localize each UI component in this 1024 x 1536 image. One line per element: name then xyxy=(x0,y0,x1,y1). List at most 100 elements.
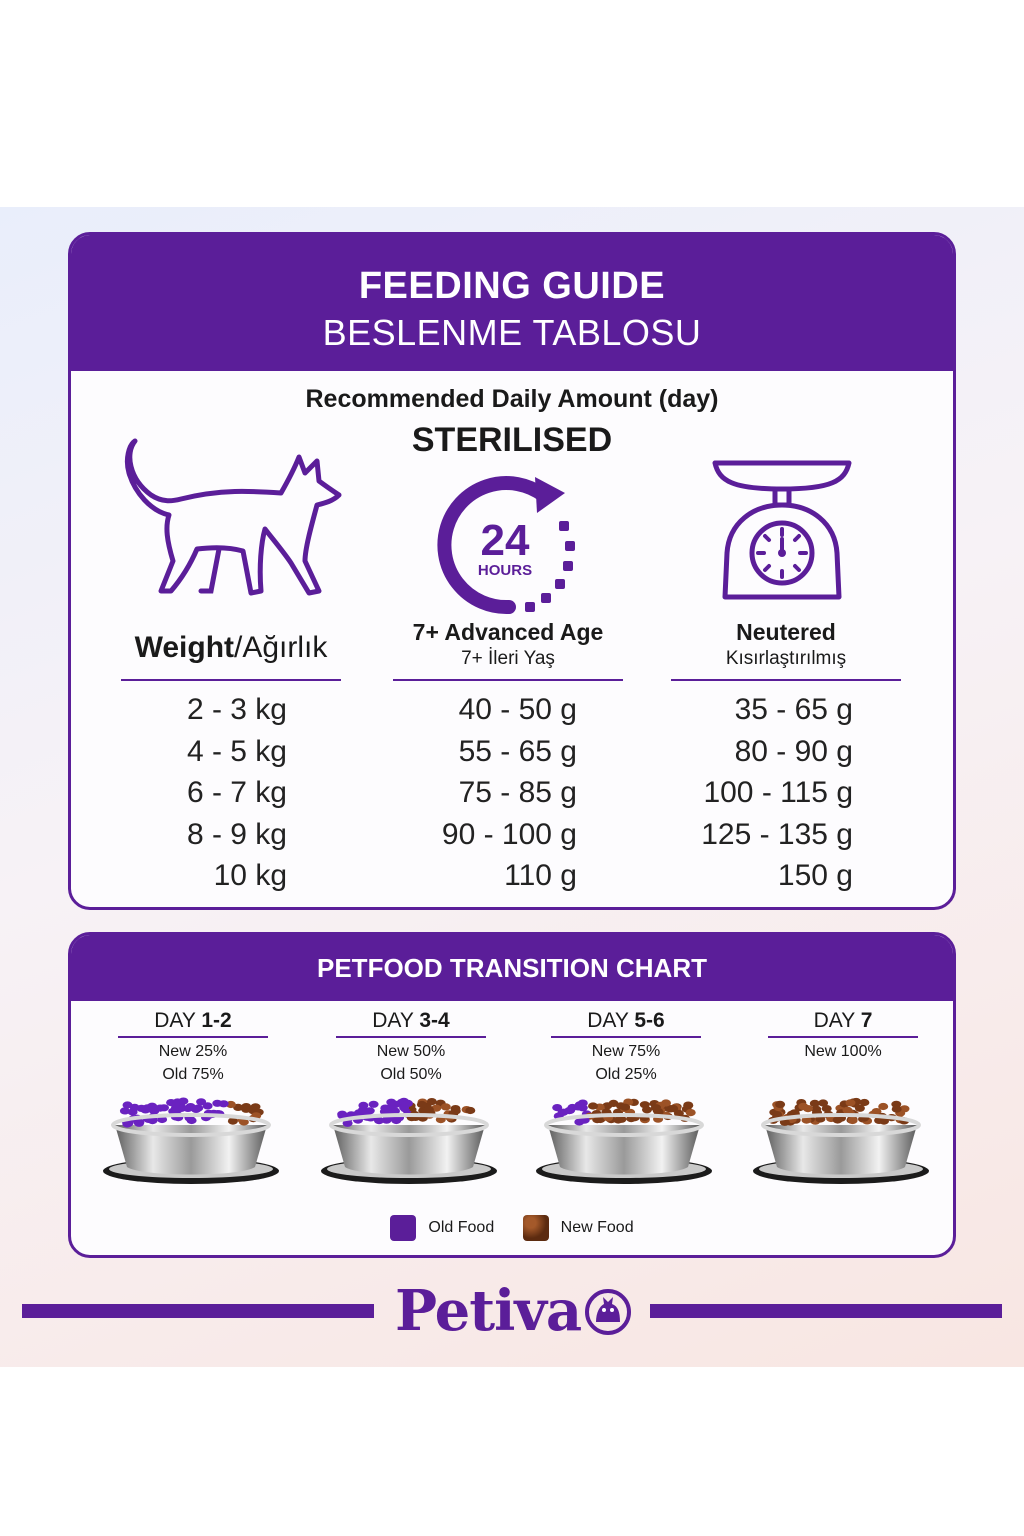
new-food-kibble xyxy=(803,1105,813,1113)
new-food-kibble xyxy=(775,1100,786,1108)
new-food-kibble xyxy=(772,1111,783,1119)
new-food-kibble xyxy=(779,1118,790,1126)
bowl-rim xyxy=(111,1113,271,1137)
clock-24-hours-icon: 24 HOURS xyxy=(437,476,575,615)
neutered-value: 35 - 65 g xyxy=(734,693,853,726)
weight-header-bold: Weight xyxy=(134,631,235,664)
new-food-kibble xyxy=(891,1105,902,1113)
day-column: DAY 1-2 New 25% Old 75% xyxy=(118,1009,268,1084)
new-food-kibble xyxy=(465,1106,476,1115)
bowl-food xyxy=(337,1097,476,1127)
neutered-value: 150 g xyxy=(777,859,853,892)
old-food-kibble xyxy=(166,1099,177,1107)
new-food-kibble xyxy=(620,1103,631,1111)
new-food-kibble xyxy=(821,1105,832,1113)
neutered-values-list: 35 - 65 g 80 - 90 g 100 - 115 g 125 - 13… xyxy=(681,689,853,897)
old-food-kibble xyxy=(558,1108,569,1116)
new-food-kibble xyxy=(685,1109,696,1117)
neutered-subtitle: Kısırlaştırılmış xyxy=(725,648,847,669)
old-food-kibble xyxy=(196,1098,207,1106)
food-bowl-icon xyxy=(321,1097,497,1184)
weight-column-divider xyxy=(121,679,341,681)
bowl-rim xyxy=(761,1113,921,1137)
old-food-kibble xyxy=(390,1100,401,1108)
weight-header-turkish: /Ağırlık xyxy=(234,631,328,664)
day-column: DAY 7 New 100% xyxy=(768,1009,918,1061)
old-food-kibble xyxy=(191,1105,202,1113)
old-percent: Old 75% xyxy=(162,1066,224,1083)
old-food-kibble xyxy=(122,1101,133,1109)
kitchen-scale-icon xyxy=(712,460,852,600)
advanced-age-column-header: 7+ Advanced Age 7+ İleri Yaş xyxy=(393,619,623,670)
new-food-kibble xyxy=(613,1116,624,1124)
new-food-kibble xyxy=(809,1099,820,1107)
old-food-kibble xyxy=(218,1100,229,1108)
old-food-kibble xyxy=(202,1102,213,1110)
food-bowl-icon xyxy=(753,1097,929,1184)
new-food-kibble xyxy=(423,1105,434,1114)
day-prefix: DAY xyxy=(154,1009,196,1032)
legend-new-food: New Food xyxy=(522,1215,634,1241)
new-food-kibble xyxy=(642,1106,652,1114)
old-food-kibble xyxy=(136,1104,147,1112)
old-food-kibble xyxy=(119,1107,130,1115)
old-food-kibble xyxy=(147,1105,158,1113)
old-food-kibble xyxy=(178,1097,189,1105)
advanced-age-value: 90 - 100 g xyxy=(441,817,577,851)
legend-old-food: Old Food xyxy=(390,1215,494,1241)
guide-title: FEEDING GUIDE xyxy=(358,265,666,307)
day-prefix: DAY xyxy=(587,1009,629,1032)
new-food-kibble xyxy=(595,1115,606,1124)
day-column: DAY 3-4 New 50% Old 50% xyxy=(336,1009,486,1084)
old-food-kibble xyxy=(358,1101,369,1109)
new-food-kibble xyxy=(602,1102,613,1110)
new-food-kibble xyxy=(899,1105,910,1113)
brand-name: Petiva xyxy=(395,1278,582,1344)
old-percent: Old 25% xyxy=(595,1066,657,1083)
new-food-kibble xyxy=(440,1103,451,1111)
new-food-kibble xyxy=(874,1116,885,1124)
brand-rule-left xyxy=(22,1304,374,1318)
transition-chart-title: PETFOOD TRANSITION CHART xyxy=(71,935,953,1001)
new-food-kibble xyxy=(651,1104,661,1112)
advanced-age-value: 40 - 50 g xyxy=(458,693,577,726)
advanced-age-title: 7+ Advanced Age xyxy=(412,619,604,645)
legend-old-label: Old Food xyxy=(428,1219,495,1236)
cat-icon xyxy=(124,438,342,596)
transition-chart-card: PETFOOD TRANSITION CHART DAY 1-2 New 25%… xyxy=(68,932,956,1258)
new-percent: New 25% xyxy=(158,1043,228,1060)
new-food-kibble xyxy=(847,1116,858,1125)
new-food-kibble xyxy=(668,1104,679,1113)
new-percent: New 75% xyxy=(591,1043,661,1060)
bowl-body xyxy=(333,1125,485,1175)
day-label: DAY 3-4 xyxy=(336,1009,486,1038)
clock-unit: HOURS xyxy=(478,562,532,579)
old-food-kibble xyxy=(380,1104,391,1112)
day-range: 1-2 xyxy=(201,1009,232,1032)
day-prefix: DAY xyxy=(813,1009,855,1032)
new-food-kibble xyxy=(673,1109,684,1117)
old-food-kibble xyxy=(573,1103,584,1111)
cat-logo-icon xyxy=(585,1289,631,1335)
advanced-age-value: 55 - 65 g xyxy=(458,734,577,768)
food-bowl-icon xyxy=(536,1098,712,1184)
day-range: 3-4 xyxy=(419,1009,450,1032)
new-food-kibble xyxy=(801,1116,812,1124)
advanced-age-value: 110 g xyxy=(504,859,577,892)
clock-number: 24 xyxy=(481,516,530,565)
weight-value: 10 kg xyxy=(213,859,287,892)
bowl-body xyxy=(765,1125,917,1175)
feeding-guide-card: FEEDING GUIDE BESLENME TABLOSU Recommend… xyxy=(68,232,956,910)
day-label: DAY 1-2 xyxy=(118,1009,268,1038)
weight-column-header: Weight/Ağırlık xyxy=(121,631,341,665)
neutered-value: 100 - 115 g xyxy=(703,776,853,809)
new-food-kibble xyxy=(588,1102,598,1110)
legend-new-label: New Food xyxy=(560,1219,634,1236)
old-food-kibble xyxy=(552,1104,563,1112)
old-food-swatch xyxy=(390,1215,417,1241)
advanced-age-values-list: 40 - 50 g 55 - 65 g 75 - 85 g 90 - 100 g… xyxy=(401,689,577,897)
bowl-food xyxy=(552,1098,696,1126)
bowl-food xyxy=(768,1097,910,1126)
new-food-kibble xyxy=(845,1099,856,1107)
neutered-column-header: Neutered Kısırlaştırılmış xyxy=(671,619,901,670)
